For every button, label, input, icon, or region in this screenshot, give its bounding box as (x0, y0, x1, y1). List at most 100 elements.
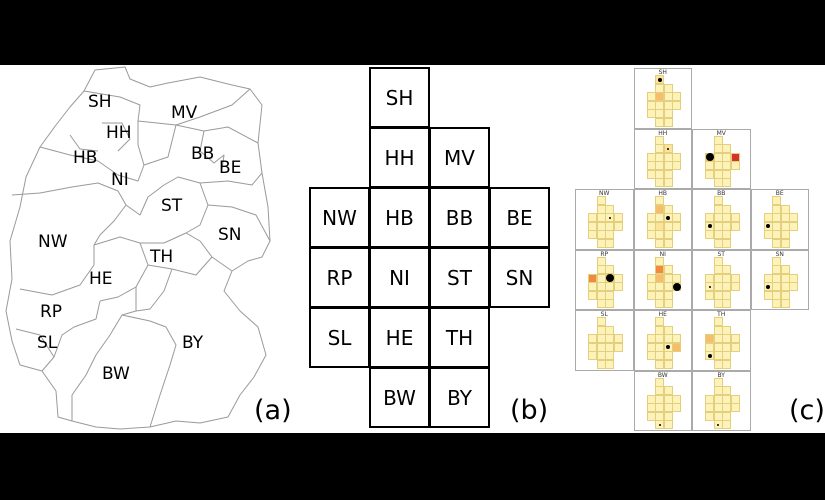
mini-dot (717, 423, 719, 426)
mini-map-label: RP (600, 250, 609, 258)
state-label-sl: SL (37, 333, 58, 353)
mini-cell (722, 299, 731, 308)
tile-sn: SN (489, 247, 550, 308)
tile-nw: NW (309, 187, 370, 248)
panel-c-tag: (c) (789, 395, 825, 426)
mini-dot (657, 77, 662, 82)
mini-cell (663, 238, 673, 248)
state-label-th: TH (150, 247, 174, 267)
panel-a-geographic-map: SH MV HH HB NI BB BE ST NW SN TH HE RP S… (0, 65, 300, 433)
mini-map-sl: SL (575, 310, 634, 371)
mini-map-label: SN (775, 250, 784, 258)
mini-cell (789, 221, 798, 231)
mini-cell (722, 178, 731, 187)
mini-map-mv: MV (692, 128, 751, 189)
mini-map-hb: HB (633, 189, 692, 250)
mini-cell (613, 221, 623, 231)
mini-map-be: BE (750, 189, 809, 250)
mini-map-label: ST (717, 250, 725, 258)
mini-cell (722, 420, 731, 429)
state-label-rp: RP (40, 302, 63, 322)
panel-a-tag: (a) (254, 395, 292, 426)
mini-cell (663, 359, 673, 369)
mini-map-st: ST (692, 249, 751, 310)
mini-dot (707, 353, 712, 358)
mini-cell (672, 100, 681, 110)
mini-dot (766, 284, 770, 289)
mini-cell (730, 403, 740, 412)
state-label-bw: BW (102, 364, 130, 384)
mini-cell (613, 282, 623, 291)
mini-map-bb: BB (692, 189, 751, 250)
state-label-sn: SN (218, 225, 242, 245)
mini-map-bw: BW (633, 370, 692, 431)
tile-sl: SL (309, 307, 370, 368)
mini-cell (663, 178, 673, 187)
mini-dot (707, 224, 712, 228)
mini-map-sh: SH (633, 68, 692, 129)
tile-st: ST (429, 247, 490, 308)
state-label-sh: SH (88, 92, 112, 112)
state-label-hb: HB (73, 148, 98, 168)
mini-cell (605, 299, 614, 308)
state-label-be: BE (219, 158, 242, 178)
mini-cell (663, 117, 673, 127)
mini-cell (605, 238, 614, 248)
mini-cell (730, 282, 740, 291)
mini-dot (666, 215, 670, 220)
mini-map-label: MV (716, 129, 726, 137)
state-label-bb: BB (191, 144, 215, 164)
tile-by: BY (429, 367, 490, 428)
mini-map-label: HE (658, 311, 667, 318)
mini-map-label: BY (717, 371, 725, 379)
mini-cell (605, 359, 614, 369)
mini-dot (608, 216, 611, 219)
tile-be: BE (489, 187, 550, 248)
state-label-he: HE (89, 269, 113, 289)
mini-cell (672, 342, 681, 352)
mini-map-ni: NI (633, 249, 692, 310)
tile-bb: BB (429, 187, 490, 248)
mini-dot (605, 274, 614, 282)
germany-outline-map (5, 66, 271, 430)
mini-map-label: HB (658, 190, 668, 197)
mini-map-label: BE (775, 190, 784, 197)
mini-dot (666, 345, 670, 349)
tile-ni: NI (369, 247, 430, 308)
figure: SH MV HH HB NI BB BE ST NW SN TH HE RP S… (0, 65, 825, 433)
mini-cell (789, 282, 798, 291)
mini-map-label: SH (658, 69, 667, 76)
mini-cell (730, 342, 740, 352)
mini-dot (705, 153, 714, 161)
mini-cell (730, 221, 740, 231)
mini-map-rp: RP (575, 249, 634, 310)
mini-cell (672, 403, 681, 412)
mini-cell (663, 420, 673, 429)
tile-he: HE (369, 307, 430, 368)
mini-map-th: TH (692, 310, 751, 371)
state-label-nw: NW (38, 232, 68, 252)
mini-dot (708, 285, 711, 288)
mini-cell (722, 238, 731, 248)
mini-cell (613, 342, 623, 352)
mini-map-label: NW (599, 190, 610, 197)
mini-map-sn: SN (750, 249, 809, 310)
panel-b-tag: (b) (510, 395, 549, 426)
state-label-hh: HH (106, 123, 132, 143)
mini-cell (672, 221, 681, 231)
mini-map-label: NI (659, 250, 666, 258)
mini-cell (672, 161, 681, 170)
panel-c-small-multiples: SH HH MV NW HB BB BE RP NI ST SN SL HE TH BW BY (c) (560, 65, 825, 433)
tile-mv: MV (429, 127, 490, 188)
tile-hh: HH (369, 127, 430, 188)
mini-map-by: BY (692, 370, 751, 431)
state-label-st: ST (161, 196, 183, 216)
mini-map-label: HH (658, 129, 668, 137)
mini-map-label: BW (657, 371, 668, 379)
mini-cell (663, 299, 673, 308)
mini-dot (658, 423, 661, 426)
state-label-mv: MV (171, 103, 198, 123)
mini-map-label: SL (600, 311, 608, 318)
mini-map-hh: HH (633, 128, 692, 189)
mini-map-nw: NW (575, 189, 634, 250)
